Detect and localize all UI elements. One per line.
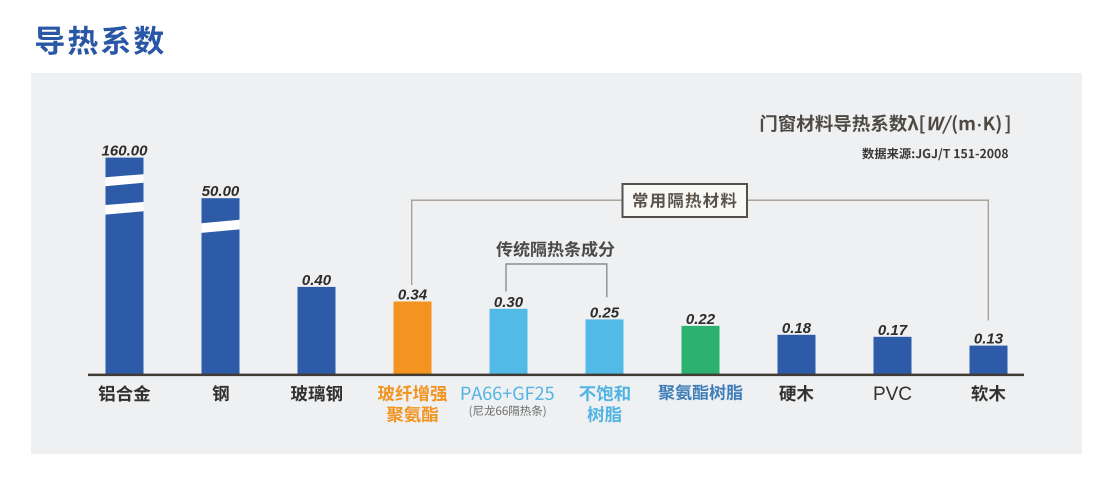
svg-text:160.00: 160.00 xyxy=(102,143,149,160)
svg-text:0.34: 0.34 xyxy=(398,287,428,304)
svg-text:50.00: 50.00 xyxy=(202,183,240,200)
svg-text:0.18: 0.18 xyxy=(782,320,812,337)
svg-text:0.17: 0.17 xyxy=(878,322,908,339)
svg-text:0.22: 0.22 xyxy=(686,311,716,328)
svg-text:0.40: 0.40 xyxy=(302,272,332,289)
svg-text:0.30: 0.30 xyxy=(494,294,524,311)
svg-text:0.25: 0.25 xyxy=(590,304,620,321)
svg-text:PVC: PVC xyxy=(873,384,912,405)
svg-text:0.13: 0.13 xyxy=(974,331,1004,348)
